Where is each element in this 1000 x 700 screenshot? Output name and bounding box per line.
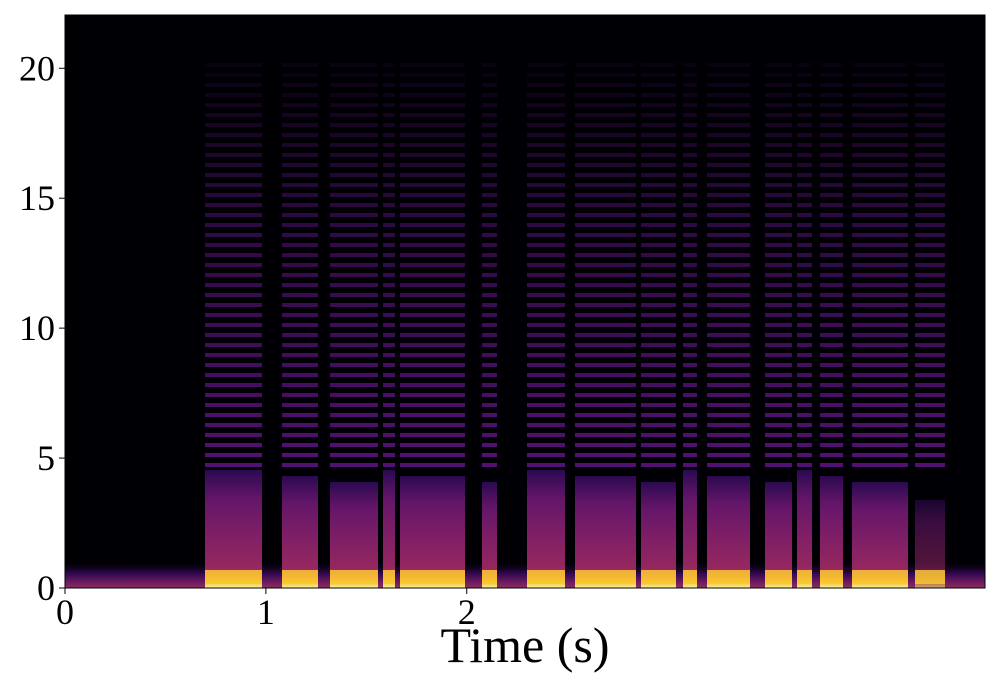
voiced-region bbox=[707, 476, 750, 588]
harmonic-stripes bbox=[205, 60, 262, 470]
voiced-region bbox=[527, 470, 565, 588]
x-axis-label: Time (s) bbox=[440, 617, 609, 673]
formant-band bbox=[282, 570, 318, 584]
harmonic-stripes bbox=[765, 60, 792, 470]
formant-band bbox=[330, 570, 378, 584]
formant-band bbox=[383, 570, 395, 584]
spectrogram-image bbox=[65, 60, 985, 588]
formant-band bbox=[683, 570, 697, 584]
noise-floor bbox=[65, 560, 985, 588]
formant-band bbox=[575, 570, 636, 584]
harmonic-stripes bbox=[527, 60, 565, 470]
y-tick-label: 10 bbox=[19, 308, 55, 348]
harmonic-stripes bbox=[330, 60, 378, 470]
y-tick-label: 0 bbox=[37, 568, 55, 608]
voiced-region bbox=[820, 476, 843, 588]
voiced-region bbox=[383, 470, 395, 588]
formant-band bbox=[820, 570, 843, 584]
voiced-region bbox=[575, 476, 636, 588]
harmonics bbox=[205, 60, 945, 470]
formant-band bbox=[205, 570, 262, 584]
harmonic-stripes bbox=[641, 60, 676, 470]
formant-band bbox=[482, 570, 497, 584]
formant-band bbox=[400, 570, 465, 584]
y-tick-label: 20 bbox=[19, 48, 55, 88]
plot-background bbox=[65, 15, 985, 588]
harmonic-stripes bbox=[683, 60, 697, 470]
voiced-region bbox=[400, 476, 465, 588]
harmonic-stripes bbox=[482, 60, 497, 470]
voiced-region bbox=[797, 470, 812, 588]
formant-band bbox=[707, 570, 750, 584]
voiced-region bbox=[482, 482, 497, 588]
formant-band bbox=[915, 570, 945, 584]
harmonic-stripes bbox=[383, 60, 395, 470]
x-tick-label: 1 bbox=[257, 592, 275, 632]
x-tick-label: 0 bbox=[56, 592, 74, 632]
formant-band bbox=[641, 570, 676, 584]
voiced-region bbox=[205, 470, 262, 588]
harmonic-stripes bbox=[575, 60, 636, 470]
harmonic-stripes bbox=[282, 60, 318, 470]
harmonic-stripes bbox=[915, 60, 945, 470]
formant-band bbox=[852, 570, 908, 584]
voiced-region bbox=[282, 476, 318, 588]
y-tick-label: 15 bbox=[19, 178, 55, 218]
formant-band bbox=[797, 570, 812, 584]
harmonic-stripes bbox=[820, 60, 843, 470]
formant-band bbox=[765, 570, 792, 584]
y-tick-label: 5 bbox=[37, 438, 55, 478]
harmonic-stripes bbox=[400, 60, 465, 470]
x-tick-label: 2 bbox=[458, 592, 476, 632]
harmonic-stripes bbox=[852, 60, 908, 470]
voiced-region bbox=[683, 470, 697, 588]
harmonic-stripes bbox=[797, 60, 812, 470]
formant-band bbox=[527, 570, 565, 584]
harmonic-stripes bbox=[707, 60, 750, 470]
plot-frame bbox=[64, 14, 986, 589]
